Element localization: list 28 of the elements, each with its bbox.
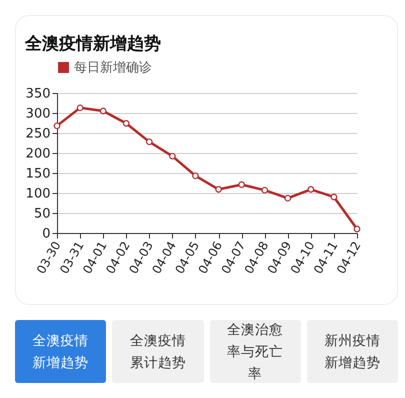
tab-button[interactable]: 全澳疫情累计趋势 (112, 320, 204, 383)
y-tick-label: 200 (26, 146, 50, 162)
tab-button[interactable]: 新州疫情新增趋势 (306, 320, 398, 383)
point (261, 186, 268, 194)
point (238, 181, 245, 188)
point (76, 104, 84, 112)
point (284, 194, 292, 202)
y-tick-label: 150 (26, 166, 50, 182)
y-tick-label: 300 (26, 106, 50, 122)
point (146, 138, 153, 146)
point (354, 226, 360, 232)
y-tick-label: 0 (42, 226, 50, 242)
point (122, 120, 130, 127)
tab-button[interactable]: 全澳治愈率与死亡率 (210, 320, 301, 383)
legend-label: 每日新增确诊 (74, 60, 152, 76)
point (100, 108, 106, 114)
y-tick-label: 250 (26, 126, 50, 142)
y-tick-label: 50 (34, 206, 50, 222)
point (169, 152, 176, 160)
point (54, 122, 60, 130)
y-tick-label: 100 (26, 186, 50, 202)
point (192, 172, 199, 180)
tab-button[interactable]: 全澳疫情新增趋势 (15, 320, 106, 383)
y-tick-label: 350 (26, 86, 50, 102)
point (308, 186, 314, 193)
chart-title: 全澳疫情新增趋势 (24, 34, 162, 54)
point (330, 194, 338, 200)
point (215, 186, 222, 193)
